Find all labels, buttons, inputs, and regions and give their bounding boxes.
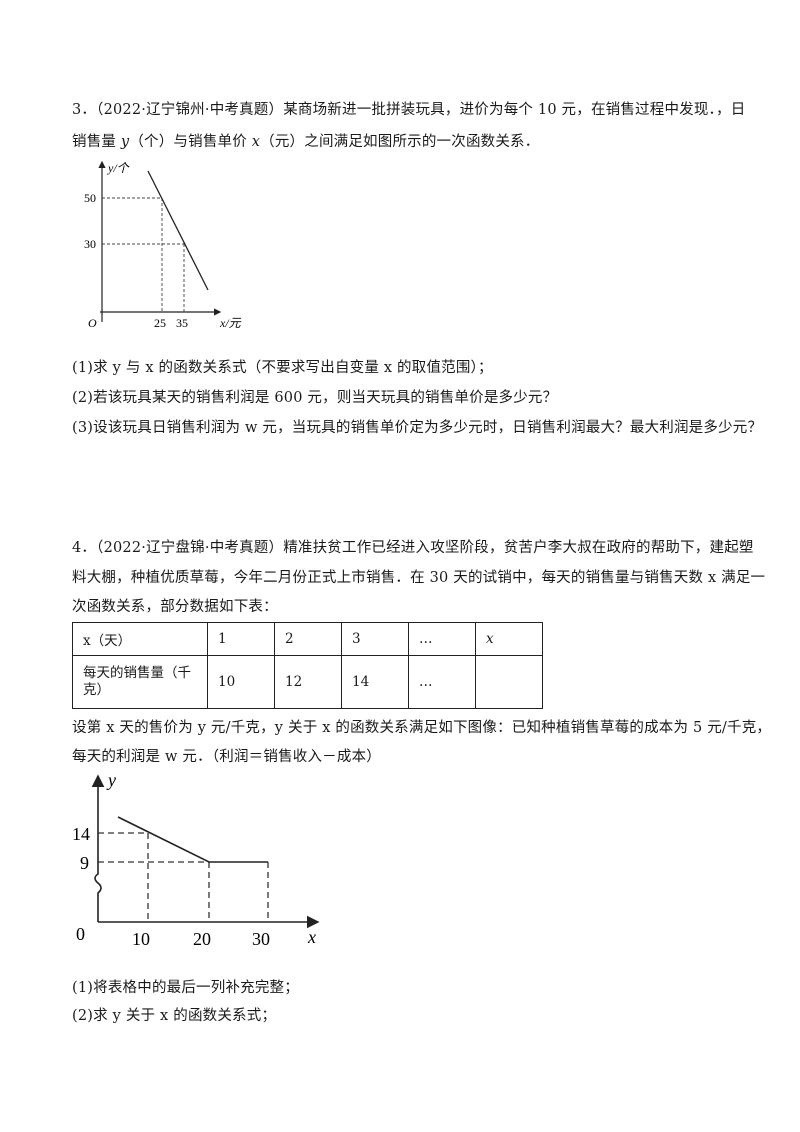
table-cell [475,655,543,709]
q3-function-line [147,170,209,291]
q3-x-tick-25: 25 [154,316,166,330]
q4-sub-1: (1)将表格中的最后一列补充完整； [72,980,299,996]
q4-graph: y 14 9 0 10 20 30 x [72,770,320,949]
q4-line-2: 料大棚，种植优质草莓，今年二月份正式上市销售．在 30 天的试销中，每天的销售量… [72,570,766,586]
q3-line-2: 销售量 y（个）与销售单价 x（元）之间满足如图所示的一次函数关系． [72,130,539,151]
q4-x-label: x [307,927,316,947]
q3-var-y: y [120,134,130,150]
q4-y-tick-9: 9 [80,853,89,873]
q4-x-tick-10: 10 [132,929,150,949]
q4-data-table: x（天） 1 2 3 … x 每天的销售量（千克） 10 12 14 … [72,622,543,709]
q3-line-2-b: （个）与销售单价 [129,134,252,150]
table-cell: 3 [341,622,409,656]
table-row: x（天） 1 2 3 … x [72,622,543,656]
q4-x-tick-20: 20 [193,929,211,949]
q3-graph: y/个 50 30 O 25 35 x/元 [84,160,242,330]
table-cell: 10 [207,655,275,709]
q3-y-label: y/个 [107,161,130,175]
table-cell: 每天的销售量（千克） [72,655,208,709]
q4-line-3: 次函数关系，部分数据如下表： [72,599,278,615]
q4-function-line [117,816,268,863]
q4-line-1: 4．（2022·辽宁盘锦·中考真题）精准扶贫工作已经进入攻坚阶段，贫苦户李大叔在… [72,540,754,556]
q4-line-5: 每天的利润是 w 元．（利润＝销售收入－成本） [72,749,381,765]
q3-y-tick-30: 30 [84,237,96,251]
table-cell: … [408,655,476,709]
table-cell: … [408,622,476,656]
q4-line-4: 设第 x 天的售价为 y 元/千克，y 关于 x 的函数关系满足如下图像：已知种… [72,720,772,736]
table-cell: 1 [207,622,275,656]
q4-origin: 0 [76,924,85,944]
q3-sub-3: (3)设该玩具日销售利润为 w 元，当玩具的销售单价定为多少元时，日销售利润最大… [72,420,763,436]
table-row: 每天的销售量（千克） 10 12 14 … [72,655,543,709]
q4-y-tick-14: 14 [72,824,90,844]
table-cell: x（天） [72,622,208,656]
table-cell: x [475,622,543,656]
q3-x-label: x/元 [219,316,242,330]
q3-x-tick-35: 35 [176,316,188,330]
table-cell: 2 [274,622,342,656]
q4-y-label: y [106,770,116,790]
q3-line-2-a: 销售量 [72,134,121,150]
q3-sub-2: (2)若该玩具某天的销售利润是 600 元，则当天玩具的销售单价是多少元？ [72,390,558,406]
table-cell: 14 [341,655,409,709]
q3-sub-1: (1)求 y 与 x 的函数关系式（不要求写出自变量 x 的取值范围）； [72,360,493,376]
q3-y-tick-50: 50 [84,191,96,205]
q3-origin: O [88,316,97,330]
q4-sub-2: (2)求 y 关于 x 的函数关系式； [72,1008,277,1024]
q3-var-x: x [251,134,261,150]
q4-x-tick-30: 30 [252,929,270,949]
table-cell: 12 [274,655,342,709]
q3-line-2-c: （元）之间满足如图所示的一次函数关系． [260,134,540,150]
q4-y-axis-break [94,868,102,922]
q3-line-1: 3．（2022·辽宁锦州·中考真题）某商场新进一批拼装玩具，进价为每个 10 元… [72,102,746,118]
